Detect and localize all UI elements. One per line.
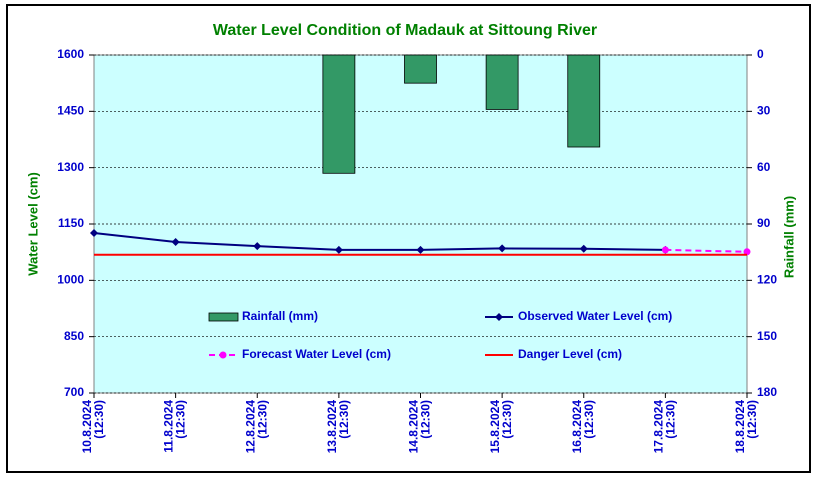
chart-title: Water Level Condition of Madauk at Sitto… [213,22,597,39]
y2-tick-label: 180 [757,385,777,399]
y2-axis-title: Rainfall (mm) [781,196,796,278]
x-tick-label: 15.8.2024(12:30) [488,400,514,454]
x-tick-label: 14.8.2024(12:30) [407,400,433,454]
y-tick-label: 1000 [57,273,84,287]
x-tick-label: 17.8.2024(12:30) [652,400,678,454]
rainfall-bar [322,54,356,174]
rainfall-bar [404,54,437,84]
legend-label: Forecast Water Level (cm) [242,347,391,361]
x-tick-label: 12.8.2024(12:30) [243,400,269,454]
y-tick-label: 1450 [57,104,84,118]
x-tick-label: 11.8.2024(12:30) [162,400,188,453]
marker [416,245,425,254]
y-tick-label: 1150 [58,216,84,230]
rainfall-bar [567,54,601,148]
series-line [93,232,666,251]
marker [90,229,98,238]
y-tick-label: 700 [64,385,84,399]
y-axis-title: Water Level (cm) [25,172,40,276]
x-tick-label: 10.8.2024(12:30) [80,400,106,454]
rainfall-bar [485,54,519,110]
marker [661,246,669,254]
marker [743,248,751,256]
y2-tick-label: 60 [757,160,771,174]
series-line [665,248,748,253]
legend-label: Danger Level (cm) [518,347,622,361]
y-tick-label: 850 [64,329,84,343]
marker [171,238,180,247]
legend-marker [495,313,503,321]
x-tick-label: 18.8.2024(12:30) [733,400,759,454]
y-tick-label: 1300 [57,160,84,174]
y2-tick-label: 150 [757,329,777,343]
y2-tick-label: 0 [757,47,764,61]
marker [253,242,262,251]
y-tick-label: 1600 [57,47,84,61]
y2-tick-label: 120 [757,273,777,287]
x-tick-label: 16.8.2024(12:30) [570,400,596,454]
legend-marker [219,351,227,359]
x-tick-label: 13.8.2024(12:30) [325,400,351,454]
legend-label: Rainfall (mm) [242,309,318,323]
marker [498,244,507,253]
legend-swatch [208,312,239,322]
legend-label: Observed Water Level (cm) [518,309,672,323]
y2-tick-label: 90 [757,216,771,230]
marker [334,245,343,254]
marker [579,244,588,253]
y2-tick-label: 30 [757,104,771,118]
